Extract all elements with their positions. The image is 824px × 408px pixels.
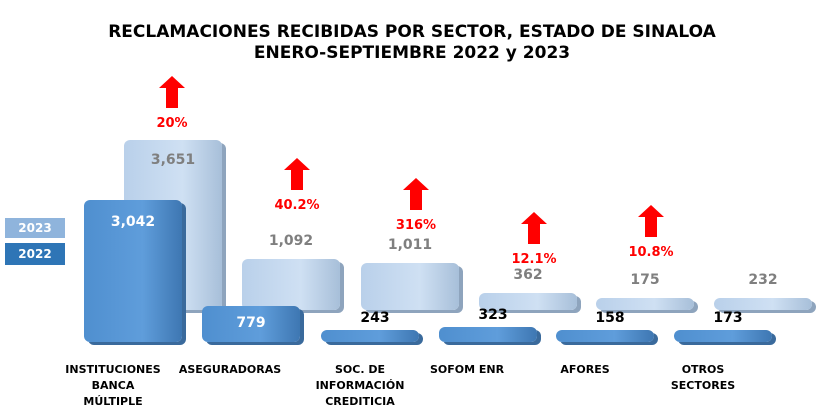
bar-2023 <box>479 293 577 310</box>
value-label-2023: 232 <box>748 272 778 288</box>
value-label-2022: 779 <box>236 314 266 331</box>
category-label: AFORES <box>560 363 610 376</box>
category-label: SOC. DE INFORMACIÓN CREDITICIA <box>315 363 405 408</box>
category-label: OTROS SECTORES <box>670 363 736 392</box>
value-label-2022: 173 <box>713 310 743 326</box>
category-label: ASEGURADORAS <box>178 363 282 376</box>
change-label: 20% <box>156 116 188 131</box>
legend-2022: 2022 <box>5 243 65 265</box>
value-label-2022: 158 <box>595 310 625 326</box>
value-label-2022: 3,042 <box>110 214 156 231</box>
bar-2023 <box>361 262 459 310</box>
value-label-2022: 243 <box>360 310 390 326</box>
category-label: SOFOM ENR <box>429 363 505 376</box>
change-label: 40.2% <box>274 198 320 213</box>
value-label-2023: 1,092 <box>268 233 314 250</box>
bar-2023 <box>714 298 812 310</box>
change-label: 316% <box>395 218 437 233</box>
up-arrow-icon <box>638 205 664 237</box>
legend-2023: 2023 <box>5 218 65 238</box>
value-label-2023: 1,011 <box>387 236 433 253</box>
up-arrow-icon <box>284 158 310 190</box>
bar-2022 <box>674 330 772 342</box>
change-label: 12.1% <box>511 252 557 267</box>
bar-2023 <box>242 259 340 310</box>
up-arrow-icon <box>159 76 185 108</box>
bar-2022 <box>321 330 419 342</box>
up-arrow-icon <box>403 178 429 210</box>
value-label-2023: 3,651 <box>150 151 196 168</box>
value-label-2022: 323 <box>478 306 508 323</box>
bar-2022 <box>202 305 300 342</box>
bar-2022 <box>439 326 537 342</box>
change-label: 10.8% <box>628 245 674 260</box>
up-arrow-icon <box>521 212 547 244</box>
chart-title: RECLAMACIONES RECIBIDAS POR SECTOR, ESTA… <box>108 22 716 42</box>
bar-2022 <box>556 330 654 342</box>
bar-2023 <box>596 298 694 310</box>
bar-2022 <box>84 200 182 342</box>
value-label-2023: 362 <box>513 267 543 284</box>
category-label: INSTITUCIONES BANCA MÚLTIPLE <box>65 363 161 408</box>
chart-subtitle: ENERO-SEPTIEMBRE 2022 y 2023 <box>253 43 571 63</box>
value-label-2023: 175 <box>630 272 660 288</box>
